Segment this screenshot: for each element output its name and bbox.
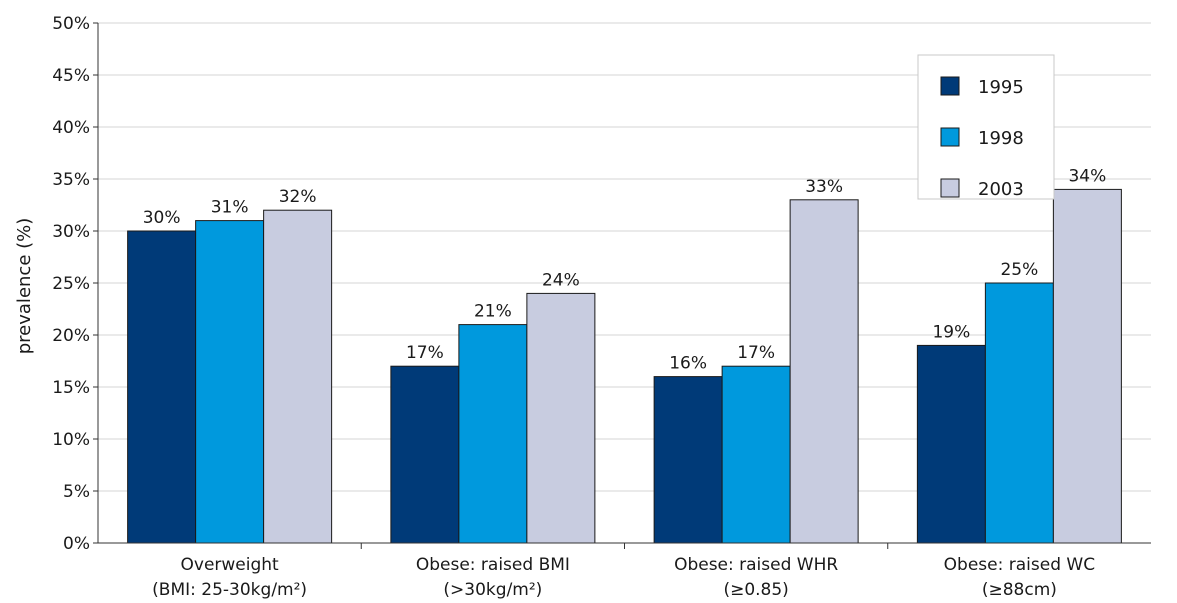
y-tick-label: 0% bbox=[63, 534, 90, 554]
category-label-line2: (>30kg/m²) bbox=[443, 580, 542, 600]
data-label: 17% bbox=[406, 343, 444, 363]
category-label-line1: Obese: raised WC bbox=[944, 555, 1095, 575]
y-tick-label: 20% bbox=[52, 326, 90, 346]
legend-label-2003: 2003 bbox=[978, 179, 1024, 200]
y-tick-label: 25% bbox=[52, 274, 90, 294]
legend-label-1995: 1995 bbox=[978, 77, 1024, 98]
y-tick-label: 15% bbox=[52, 378, 90, 398]
y-tick-label: 40% bbox=[52, 118, 90, 138]
data-label: 31% bbox=[211, 198, 249, 218]
category-label-line1: Overweight bbox=[181, 555, 280, 575]
data-label: 32% bbox=[279, 187, 317, 207]
legend-swatch-2003 bbox=[940, 178, 960, 198]
legend-swatch-1998 bbox=[940, 127, 960, 147]
bar-1998-3 bbox=[721, 365, 791, 544]
bar-2003-1 bbox=[263, 209, 333, 544]
category-label-line1: Obese: raised WHR bbox=[674, 555, 838, 575]
y-tick-label: 5% bbox=[63, 482, 90, 502]
category-label-line2: (≥88cm) bbox=[982, 580, 1057, 600]
data-label: 34% bbox=[1068, 166, 1106, 186]
y-tick-label: 10% bbox=[52, 430, 90, 450]
y-tick-label: 50% bbox=[52, 14, 90, 34]
y-axis-ticks: 0% 5% 10% 15% 20% 25% 30% 35% 40% 45% 50% bbox=[52, 14, 98, 554]
data-label: 19% bbox=[932, 322, 970, 342]
bar-1998-1 bbox=[195, 220, 265, 544]
category-label-line2: (≥0.85) bbox=[723, 580, 788, 600]
legend-swatch-1995 bbox=[940, 76, 960, 96]
data-label: 25% bbox=[1000, 260, 1038, 280]
data-label: 21% bbox=[474, 302, 512, 322]
bar-2003-2 bbox=[526, 292, 596, 544]
data-labels: 30% 31% 32% 17% 21% 24% 16% 17% 33% 19% 25% 34% bbox=[143, 166, 1107, 373]
category-label-line1: Obese: raised BMI bbox=[416, 555, 570, 575]
data-label: 30% bbox=[143, 208, 181, 228]
bar-1995-2 bbox=[390, 365, 460, 544]
y-axis-title: prevalence (%) bbox=[14, 218, 35, 355]
data-label: 17% bbox=[737, 343, 775, 363]
bars bbox=[127, 188, 1122, 544]
bar-1995-4 bbox=[916, 344, 986, 544]
data-label: 16% bbox=[669, 354, 707, 374]
y-tick-label: 35% bbox=[52, 170, 90, 190]
legend: 1995 1998 2003 bbox=[917, 54, 1055, 200]
data-label: 33% bbox=[805, 177, 843, 197]
bar-1995-1 bbox=[127, 230, 197, 544]
data-label: 24% bbox=[542, 270, 580, 290]
y-tick-label: 30% bbox=[52, 222, 90, 242]
bar-1995-3 bbox=[653, 376, 723, 544]
bar-2003-4 bbox=[1052, 188, 1122, 544]
bar-2003-3 bbox=[789, 199, 859, 544]
bar-1998-2 bbox=[458, 324, 528, 544]
bar-1998-4 bbox=[984, 282, 1054, 544]
legend-label-1998: 1998 bbox=[978, 128, 1024, 149]
category-label-line2: (BMI: 25-30kg/m²) bbox=[152, 580, 307, 600]
y-tick-label: 45% bbox=[52, 66, 90, 86]
x-axis-categories: Overweight (BMI: 25-30kg/m²) Obese: raised… bbox=[152, 555, 1095, 600]
